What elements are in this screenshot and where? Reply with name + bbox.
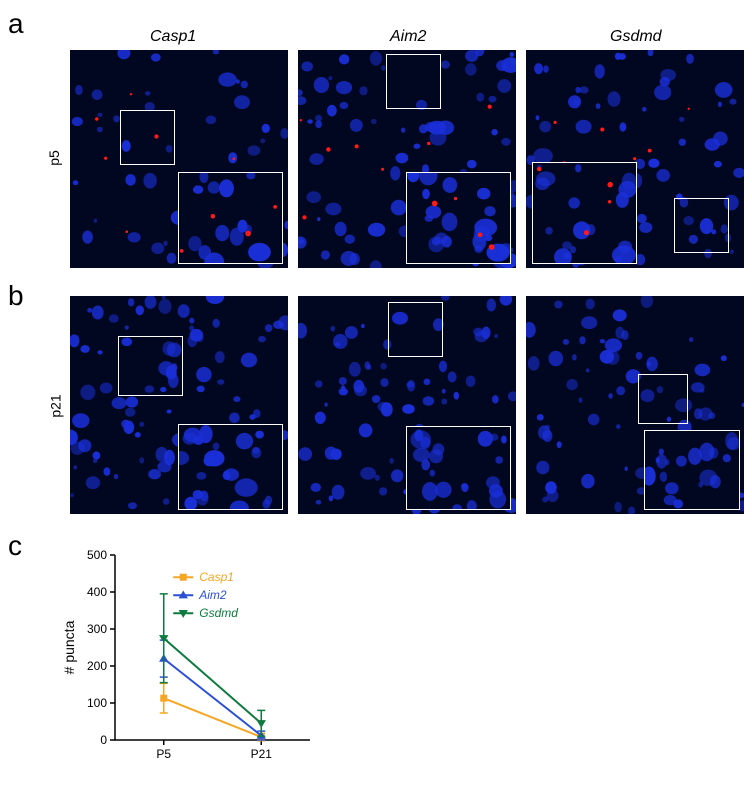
roi-box <box>118 336 183 396</box>
svg-text:Casp1: Casp1 <box>199 570 234 584</box>
svg-text:# puncta: # puncta <box>61 620 77 674</box>
panel-label-a: a <box>8 8 24 40</box>
svg-text:500: 500 <box>87 548 107 562</box>
inset-box <box>406 426 511 510</box>
svg-text:P21: P21 <box>251 747 273 761</box>
col-header-casp1: Casp1 <box>150 28 196 46</box>
inset-box <box>644 430 740 510</box>
panel-label-b: b <box>8 280 24 312</box>
micrograph-image <box>70 50 288 268</box>
roi-box <box>386 54 441 109</box>
row-label-p21: p21 <box>48 394 64 417</box>
panel-label-c: c <box>8 530 22 562</box>
inset-box <box>406 172 511 264</box>
col-header-aim2: Aim2 <box>390 28 426 46</box>
inset-box <box>178 424 283 510</box>
roi-box <box>120 110 175 165</box>
svg-text:400: 400 <box>87 585 107 599</box>
svg-text:P5: P5 <box>156 747 171 761</box>
row-label-p5: p5 <box>46 150 62 166</box>
svg-text:0: 0 <box>100 733 107 747</box>
col-header-gsdmd: Gsdmd <box>610 28 662 46</box>
micrograph-image <box>298 296 516 514</box>
chart-puncta: 0 100 200 300 400 500 P5 P21 # puncta Casp1 Aim2 Gs… <box>60 545 320 775</box>
roi-box <box>674 198 729 253</box>
micrograph-image <box>298 50 516 268</box>
inset-box <box>178 172 283 264</box>
svg-text:200: 200 <box>87 659 107 673</box>
figure-root: a b c Casp1 Aim2 Gsdmd p5 p21 0 100 200 300… <box>0 0 752 787</box>
micrograph-image <box>526 296 744 514</box>
svg-text:300: 300 <box>87 622 107 636</box>
inset-box <box>532 162 637 264</box>
svg-text:100: 100 <box>87 696 107 710</box>
roi-box <box>388 302 443 357</box>
svg-text:Aim2: Aim2 <box>198 588 227 602</box>
roi-box <box>638 374 688 424</box>
svg-text:Gsdmd: Gsdmd <box>199 606 238 620</box>
micrograph-image <box>70 296 288 514</box>
micrograph-image <box>526 50 744 268</box>
